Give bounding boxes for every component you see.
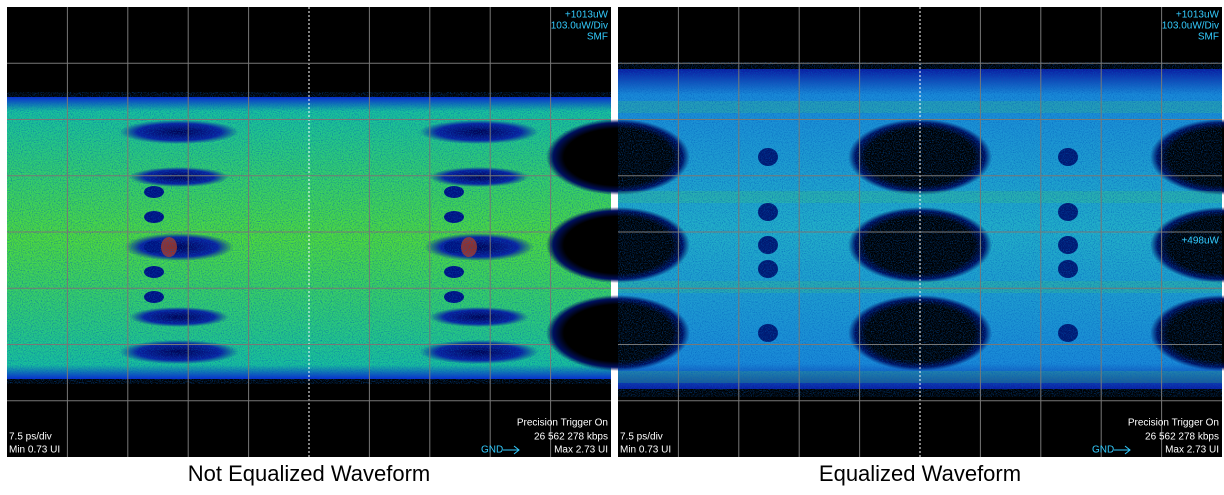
caption: Equalized Waveform [819, 461, 1021, 486]
gnd-label: GND [481, 445, 503, 456]
caption: Not Equalized Waveform [188, 461, 431, 486]
min-ui: Min 0.73 UI [9, 445, 60, 456]
scale-label: +1013uW [1176, 10, 1220, 21]
timebase: 7.5 ps/div [620, 432, 663, 443]
min-ui: Min 0.73 UI [620, 445, 671, 456]
rate: 26 562 278 kbps [1145, 432, 1219, 443]
scale-label: 103.0uW/Div [1162, 21, 1219, 32]
trigger: Precision Trigger On [517, 418, 608, 429]
gnd-arrow [1114, 445, 1131, 455]
scale-label: SMF [1198, 32, 1219, 43]
scale-label: 103.0uW/Div [551, 21, 608, 32]
max-ui: Max 2.73 UI [1165, 445, 1219, 456]
gnd-arrow [503, 445, 520, 455]
scale-label: +1013uW [565, 10, 609, 21]
max-ui: Max 2.73 UI [554, 445, 608, 456]
noise [618, 62, 1222, 397]
scale-label: SMF [587, 32, 608, 43]
trigger: Precision Trigger On [1128, 418, 1219, 429]
rate: 26 562 278 kbps [534, 432, 608, 443]
marker-label: +498uW [1181, 236, 1219, 247]
timebase: 7.5 ps/div [9, 432, 52, 443]
gnd-label: GND [1092, 445, 1114, 456]
